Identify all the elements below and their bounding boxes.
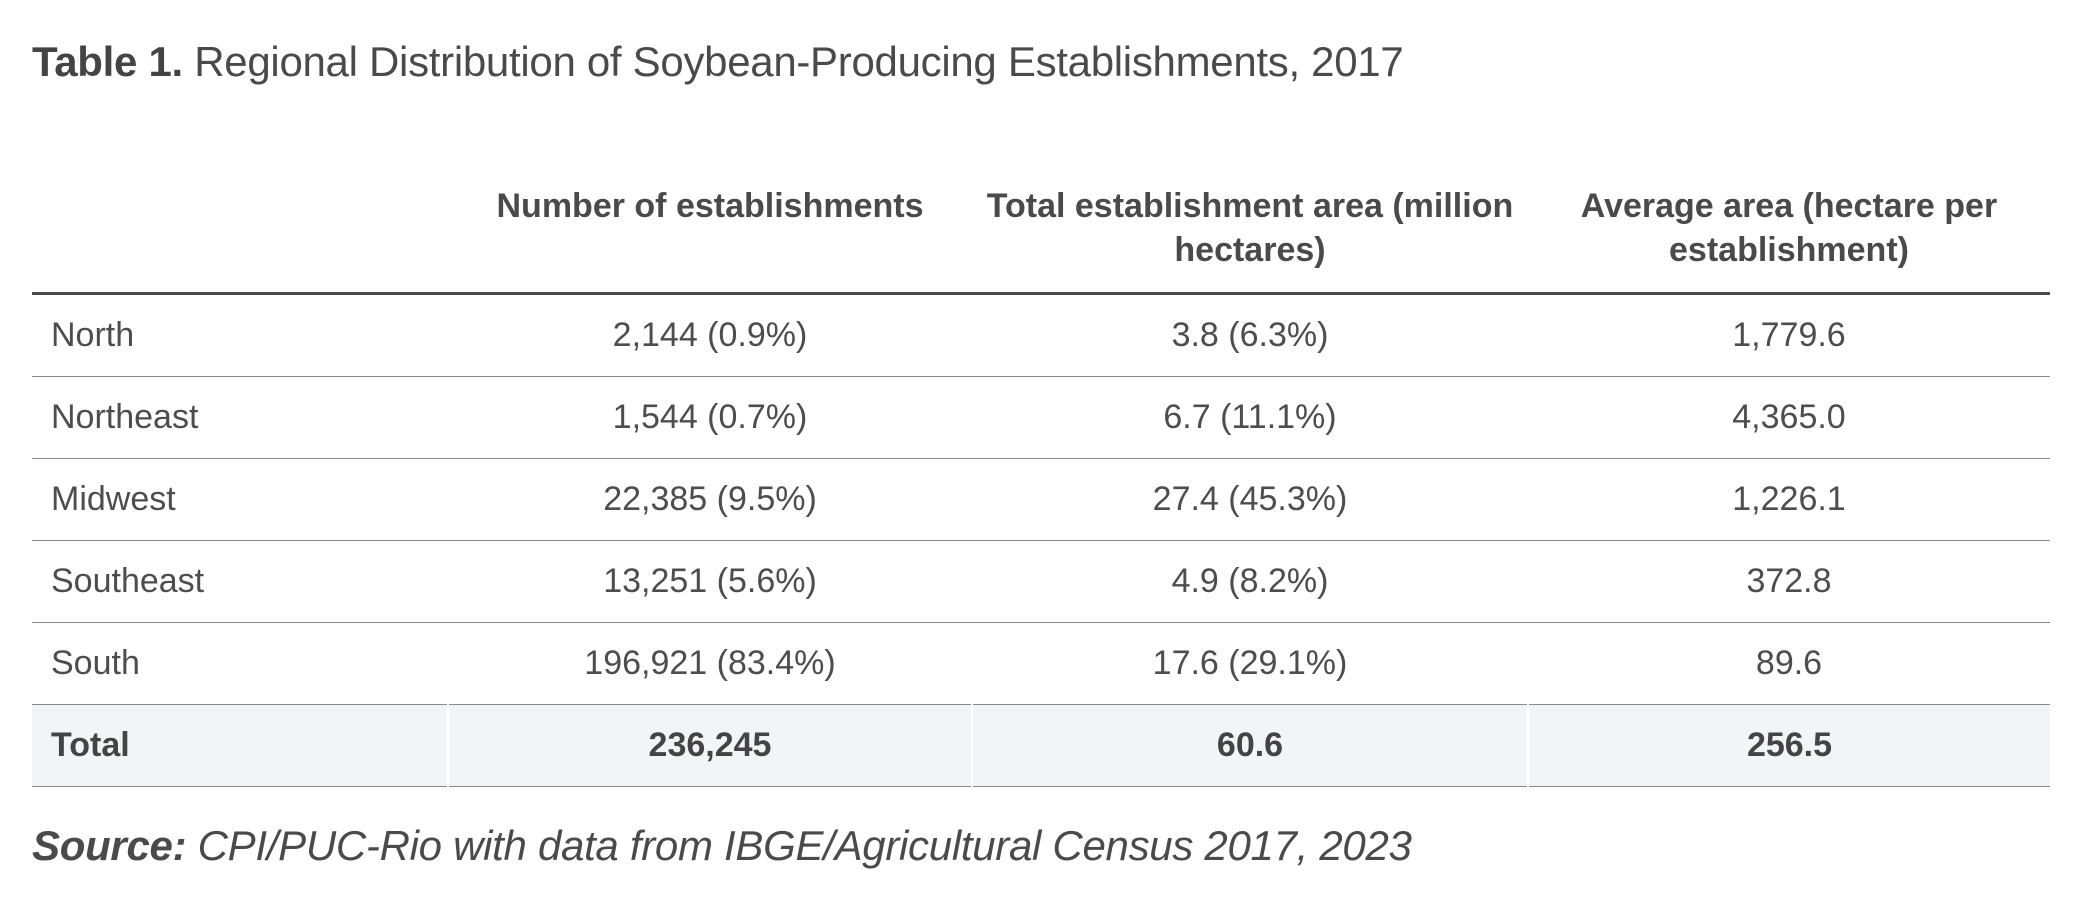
table-title: Table 1. Regional Distribution of Soybea… <box>32 38 1404 86</box>
cell-average: 372.8 <box>1528 540 2050 623</box>
source-text: CPI/PUC-Rio with data from IBGE/Agricult… <box>197 822 1412 869</box>
header-area: Total establishment area (million hectar… <box>972 176 1528 295</box>
header-region <box>32 176 448 295</box>
cell-area: 4.9 (8.2%) <box>972 540 1528 623</box>
cell-average: 89.6 <box>1528 622 2050 705</box>
cell-average: 1,226.1 <box>1528 458 2050 541</box>
cell-region: Southeast <box>32 540 448 623</box>
cell-region: North <box>32 293 448 377</box>
cell-average: 4,365.0 <box>1528 376 2050 459</box>
cell-area: 27.4 (45.3%) <box>972 458 1528 541</box>
cell-area: 3.8 (6.3%) <box>972 293 1528 377</box>
cell-area: 17.6 (29.1%) <box>972 622 1528 705</box>
header-establishments: Number of establishments <box>448 176 972 295</box>
cell-establishments: 13,251 (5.6%) <box>448 540 972 623</box>
cell-region: Midwest <box>32 458 448 541</box>
table-title-label: Table 1. <box>32 38 183 85</box>
cell-establishments: 2,144 (0.9%) <box>448 293 972 377</box>
cell-region: South <box>32 622 448 705</box>
cell-establishments: 1,544 (0.7%) <box>448 376 972 459</box>
table-row: South 196,921 (83.4%) 17.6 (29.1%) 89.6 <box>32 622 2050 705</box>
table-row: Midwest 22,385 (9.5%) 27.4 (45.3%) 1,226… <box>32 458 2050 541</box>
total-row: Total 236,245 60.6 256.5 <box>32 704 2050 787</box>
total-establishments: 236,245 <box>447 704 972 787</box>
table-title-text: Regional Distribution of Soybean-Produci… <box>194 38 1404 85</box>
total-average: 256.5 <box>1527 704 2050 787</box>
cell-average: 1,779.6 <box>1528 293 2050 377</box>
table-row: North 2,144 (0.9%) 3.8 (6.3%) 1,779.6 <box>32 293 2050 377</box>
cell-area: 6.7 (11.1%) <box>972 376 1528 459</box>
cell-region: Northeast <box>32 376 448 459</box>
cell-establishments: 196,921 (83.4%) <box>448 622 972 705</box>
source-note: Source: CPI/PUC-Rio with data from IBGE/… <box>32 822 1412 870</box>
table-header: Number of establishments Total establish… <box>32 176 2050 295</box>
header-row: Number of establishments Total establish… <box>32 176 2050 295</box>
table-row: Northeast 1,544 (0.7%) 6.7 (11.1%) 4,365… <box>32 376 2050 459</box>
table-body: North 2,144 (0.9%) 3.8 (6.3%) 1,779.6 No… <box>32 293 2050 787</box>
data-table: Number of establishments Total establish… <box>32 176 2050 787</box>
total-label: Total <box>32 704 448 787</box>
header-average: Average area (hectare per establishment) <box>1528 176 2050 295</box>
source-label: Source: <box>32 822 187 869</box>
cell-establishments: 22,385 (9.5%) <box>448 458 972 541</box>
table-row: Southeast 13,251 (5.6%) 4.9 (8.2%) 372.8 <box>32 540 2050 623</box>
total-area: 60.6 <box>971 704 1528 787</box>
